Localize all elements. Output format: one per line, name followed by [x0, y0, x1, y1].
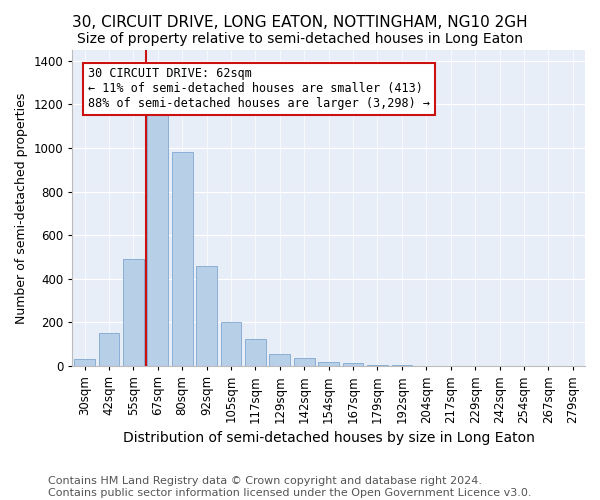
Bar	[294, 358, 314, 366]
Bar	[367, 365, 388, 366]
Text: 30, CIRCUIT DRIVE, LONG EATON, NOTTINGHAM, NG10 2GH: 30, CIRCUIT DRIVE, LONG EATON, NOTTINGHA…	[72, 15, 528, 30]
Bar	[74, 360, 95, 366]
Bar	[123, 259, 144, 366]
Bar	[269, 354, 290, 366]
Bar	[98, 334, 119, 366]
Text: Size of property relative to semi-detached houses in Long Eaton: Size of property relative to semi-detach…	[77, 32, 523, 46]
Y-axis label: Number of semi-detached properties: Number of semi-detached properties	[15, 92, 28, 324]
Text: 30 CIRCUIT DRIVE: 62sqm
← 11% of semi-detached houses are smaller (413)
88% of s: 30 CIRCUIT DRIVE: 62sqm ← 11% of semi-de…	[88, 68, 430, 110]
Bar	[196, 266, 217, 366]
Bar	[221, 322, 241, 366]
Bar	[245, 339, 266, 366]
Bar	[343, 364, 364, 366]
Bar	[318, 362, 339, 366]
Text: Contains HM Land Registry data © Crown copyright and database right 2024.
Contai: Contains HM Land Registry data © Crown c…	[48, 476, 532, 498]
X-axis label: Distribution of semi-detached houses by size in Long Eaton: Distribution of semi-detached houses by …	[123, 431, 535, 445]
Bar	[172, 152, 193, 366]
Bar	[148, 110, 168, 366]
